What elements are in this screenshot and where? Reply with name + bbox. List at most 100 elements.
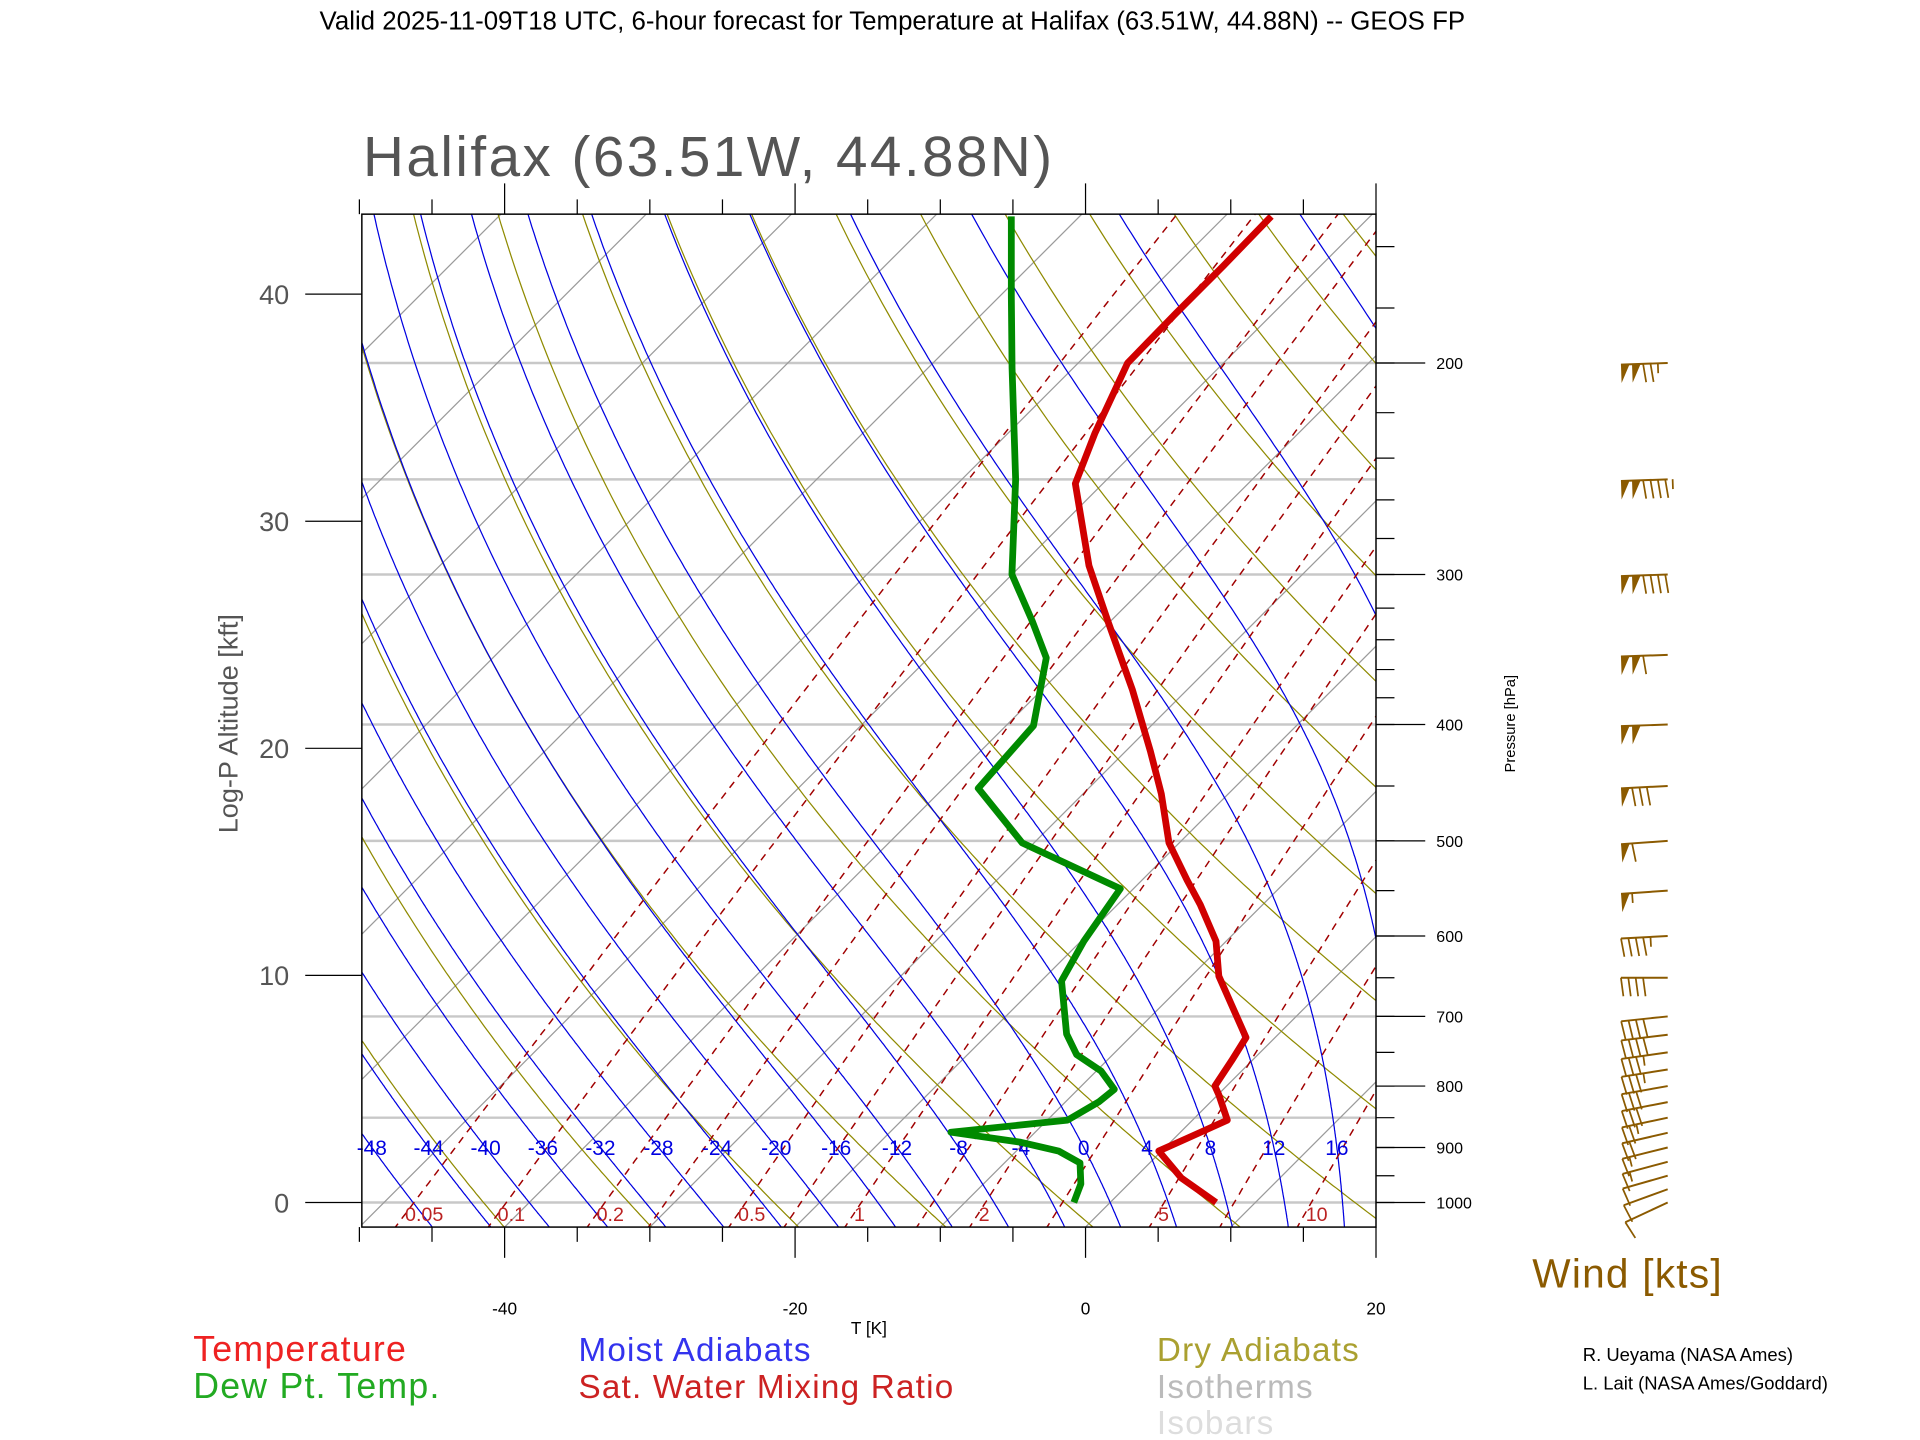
- dry-adiabat-line: [497, 214, 1242, 1228]
- pressure-tick-label: 1000: [1436, 1196, 1472, 1213]
- barb-full: [1631, 787, 1637, 807]
- isotherm-line: [648, 500, 1376, 1228]
- x-tick-label: -20: [783, 1298, 808, 1318]
- moist-adiabat-label: -12: [882, 1137, 912, 1160]
- barb-full: [1642, 1037, 1649, 1056]
- mixing-ratio-label: 2: [979, 1204, 990, 1226]
- barb-flag: [1620, 787, 1630, 807]
- y-tick-label: 10: [259, 960, 289, 991]
- moist-adiabat-line: [361, 885, 609, 1228]
- wind-barb: [1620, 573, 1670, 595]
- pressure-tick-label: 700: [1436, 1010, 1463, 1027]
- credit-line: L. Lait (NASA Ames/Goddard): [1583, 1373, 1828, 1394]
- barb-full: [1624, 1221, 1637, 1239]
- dry-adiabat-line: [1422, 207, 1920, 1230]
- legend: Temperature Dew Pt. Temp. Moist Adiabats…: [193, 1329, 1360, 1440]
- isotherm-line: [361, 214, 502, 355]
- wind-barb: [1620, 478, 1674, 500]
- moist-adiabat-line: [361, 597, 783, 1228]
- mixing-ratio-line: [1388, 207, 1920, 1230]
- moist-adiabat-line: [373, 214, 953, 1228]
- barb-half: [1642, 1055, 1646, 1066]
- wind-barb: [1620, 1033, 1668, 1059]
- barb-half: [1649, 936, 1652, 947]
- barb-full: [1620, 977, 1625, 997]
- plot-frame: [361, 213, 1377, 1228]
- dry-adiabat-line: [1591, 207, 1920, 1230]
- barb-flag: [1632, 480, 1641, 500]
- barb-full: [1664, 574, 1670, 594]
- barb-full: [1627, 1020, 1634, 1039]
- pressure-axis-label: Pressure [hPa]: [1503, 675, 1519, 773]
- isotherm-line: [361, 214, 938, 790]
- barb-full: [1649, 479, 1655, 499]
- barb-full: [1634, 977, 1640, 997]
- barb-staff: [1620, 839, 1668, 846]
- barb-flag: [1620, 725, 1630, 745]
- barb-full: [1627, 1075, 1635, 1094]
- barb-full: [1649, 574, 1655, 594]
- mixing-ratio-line: [1296, 1088, 1376, 1228]
- y-axis-label: Log-P Altitude [kft]: [213, 614, 244, 833]
- barb-half: [1628, 1171, 1634, 1182]
- moist-adiabat-line: [527, 214, 1122, 1228]
- barb-staff: [1620, 889, 1668, 895]
- wind-barb: [1620, 784, 1668, 807]
- moist-adiabat-label: -36: [528, 1137, 558, 1160]
- mixing-ratio-line: [1046, 714, 1376, 1228]
- isotherm-line: [0, 197, 83, 1230]
- barb-full: [1627, 1057, 1635, 1077]
- dry-adiabat-line: [919, 214, 1376, 789]
- pressure-tick-label: 800: [1436, 1079, 1463, 1096]
- mixing-ratio-label: 0.2: [597, 1204, 624, 1226]
- barb-full: [1620, 1093, 1629, 1113]
- dry-adiabat-line: [1004, 214, 1376, 683]
- barb-half: [1628, 1156, 1633, 1167]
- moist-adiabat-line: [591, 214, 1178, 1228]
- mixing-ratio-line: [487, 214, 1257, 1228]
- dry-adiabat-line: [1089, 214, 1376, 577]
- barb-full: [1649, 363, 1655, 383]
- barb-full: [1664, 479, 1670, 498]
- profiles: [947, 214, 1274, 1206]
- dry-adiabat-line: [361, 344, 947, 1228]
- legend-isotherms: Isotherms: [1157, 1369, 1314, 1406]
- station-title: Halifax (63.51W, 44.88N): [363, 125, 1055, 188]
- x-tick-label: -40: [492, 1298, 517, 1318]
- mixing-ratio-label: 1: [854, 1204, 865, 1226]
- isotherm-line: [361, 214, 648, 500]
- dry-adiabat-line: [1675, 207, 1920, 1230]
- pressure-tick-label: 900: [1436, 1141, 1463, 1158]
- isotherm-line: [1229, 1080, 1376, 1228]
- moist-adiabat-label: -8: [949, 1137, 968, 1160]
- legend-dry-adiabats: Dry Adiabats: [1157, 1332, 1360, 1369]
- barb-full: [1620, 1040, 1627, 1059]
- moist-adiabat-labels: -48 -44 -40 -36 -32 -28 -24 -20 -16 -12 -8 -4 0 4 8 12 1…: [357, 1137, 1349, 1160]
- barb-full: [1621, 1173, 1631, 1192]
- moist-adiabat-label: -28: [643, 1137, 673, 1160]
- wind-barb: [1621, 1160, 1668, 1192]
- mixing-ratio-line: [1148, 858, 1376, 1228]
- barb-full: [1642, 480, 1648, 499]
- barb-staff: [1620, 935, 1668, 940]
- barb-full: [1635, 1019, 1642, 1039]
- barb-full: [1620, 938, 1626, 957]
- figure-title: Valid 2025-11-09T18 UTC, 6-hour forecast…: [320, 8, 1466, 36]
- legend-temperature: Temperature: [193, 1329, 407, 1369]
- moist-adiabat-line: [361, 340, 897, 1228]
- temperature-line: [1071, 214, 1274, 1206]
- moist-adiabat-line: [361, 970, 551, 1228]
- mixing-ratio-label: 0.05: [405, 1204, 443, 1226]
- moist-adiabat-line: [1118, 214, 1376, 617]
- y-tick-label: 30: [259, 506, 289, 537]
- y-tick-label: 40: [259, 279, 289, 310]
- moist-adiabat-line: [361, 1132, 434, 1228]
- isotherm-line: [1664, 197, 1920, 1230]
- barb-flag: [1620, 656, 1630, 675]
- moist-adiabat-line: [361, 701, 725, 1228]
- wind-barb: [1620, 1051, 1668, 1078]
- pressure-tick-label: 300: [1436, 568, 1463, 585]
- barb-half: [1631, 893, 1634, 904]
- moist-adiabat-line: [749, 214, 1290, 1228]
- moist-adiabat-line: [470, 214, 1066, 1228]
